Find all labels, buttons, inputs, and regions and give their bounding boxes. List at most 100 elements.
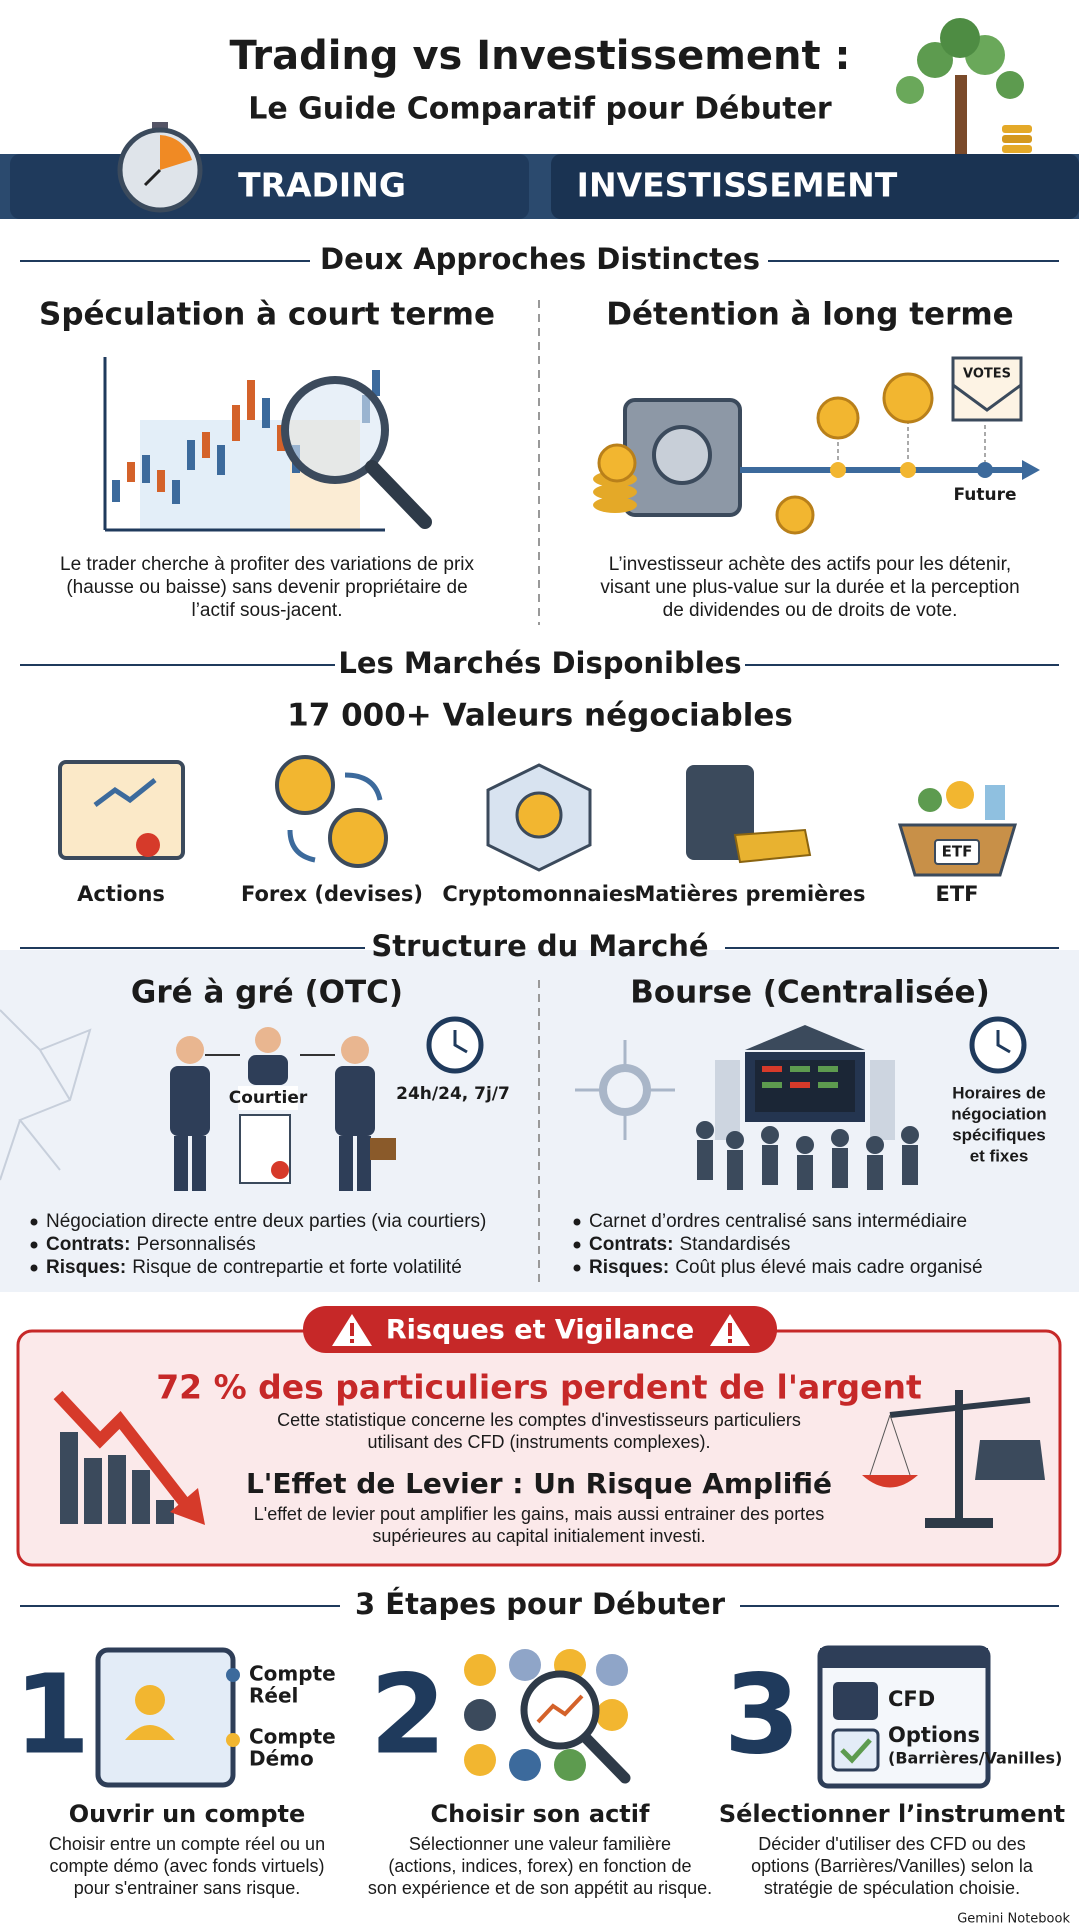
bullet: Contrats: Standardisés [589, 1234, 790, 1255]
instrument-option: (Barrières/Vanilles) [888, 1749, 1062, 1768]
tree-icon [896, 18, 1032, 155]
bullet-dot [573, 1241, 581, 1249]
bullet-label: Contrats: [46, 1234, 130, 1255]
exchange-hours: et fixes [970, 1146, 1029, 1165]
bullet: Risques: Risque de contrepartie et forte … [46, 1257, 462, 1278]
description: Le trader cherche à profiter des variati… [60, 554, 474, 575]
votes-label: VOTES [963, 367, 1011, 382]
broker-label: Courtier [229, 1088, 308, 1108]
market-label: Actions [77, 882, 165, 906]
bullet-text: Personnalisés [136, 1234, 255, 1255]
bullet-label: Risques: [589, 1257, 669, 1278]
description: l’actif sous-jacent. [191, 600, 342, 621]
bullet-dot [30, 1264, 38, 1272]
bullet-dot [573, 1218, 581, 1226]
description: visant une plus-value sur la durée et la… [600, 577, 1019, 598]
subtitle: Le Guide Comparatif pour Débuter [248, 92, 832, 127]
description: L’investisseur achète des actifs pour le… [609, 554, 1011, 575]
headline: 17 000+ Valeurs négociables [287, 698, 793, 734]
section-title: Structure du Marché [371, 929, 708, 963]
exchange-hours: Horaires de [952, 1083, 1046, 1102]
step-title: Choisir son actif [431, 1800, 650, 1828]
etf-icon-label: ETF [942, 843, 973, 861]
market-label: Cryptomonnaies [442, 882, 635, 906]
safe-illustration [593, 356, 1040, 535]
step-number: 2 [370, 1650, 447, 1778]
bullet-text: Coût plus élevé mais cadre organisé [675, 1257, 982, 1278]
bullet: Contrats: Personnalisés [46, 1234, 256, 1255]
risk-title: Risques et Vigilance [386, 1315, 694, 1346]
step-text: Sélectionner une valeur familière [409, 1834, 671, 1854]
bullet: Risques: Coût plus élevé mais cadre organ… [589, 1257, 983, 1278]
statistic-text: Cette statistique concerne les comptes d… [277, 1410, 801, 1430]
step-title: Sélectionner l’instrument [719, 1800, 1065, 1828]
account-option: Démo [249, 1747, 314, 1771]
market-label: ETF [935, 882, 978, 906]
risk-pill [303, 1306, 777, 1353]
statistic-text: utilisant des CFD (instruments complexes… [367, 1432, 710, 1452]
step-icons [95, 1645, 991, 1789]
instrument-option: Options [888, 1723, 980, 1747]
step-number: 3 [724, 1650, 801, 1778]
otc-illustration [0, 1009, 484, 1191]
bullet-text: Négociation directe entre deux parties (… [46, 1211, 486, 1232]
step-title: Ouvrir un compte [69, 1800, 306, 1828]
market-label: Forex (devises) [241, 882, 423, 906]
account-option: Compte [249, 1662, 336, 1686]
step-text: (actions, indices, forex) en fonction de [388, 1856, 691, 1876]
step-text: stratégie de spéculation choisie. [764, 1878, 1020, 1898]
description: (hausse ou baisse) sans devenir propriét… [66, 577, 467, 598]
investing-banner [551, 154, 1079, 219]
account-option: Compte [249, 1725, 336, 1749]
step-text: son expérience et de son appétit au risq… [368, 1878, 712, 1898]
stopwatch-icon [117, 122, 203, 213]
instrument-option: CFD [888, 1687, 935, 1711]
candlestick-illustration [103, 357, 432, 532]
section-title: Deux Approches Distinctes [320, 242, 760, 276]
bullet-dot [30, 1218, 38, 1226]
step-text: Décider d'utiliser des CFD ou des [758, 1834, 1026, 1854]
bullet: Négociation directe entre deux parties (… [46, 1211, 486, 1232]
bullet-label: Risques: [46, 1257, 126, 1278]
section-title: 3 Étapes pour Débuter [355, 1587, 726, 1621]
market-icons [58, 755, 1018, 877]
heading: Bourse (Centralisée) [630, 975, 990, 1011]
statistic: 72 % des particuliers perdent de l'argen… [156, 1368, 922, 1407]
bullet-label: Contrats: [589, 1234, 673, 1255]
heading: Gré à gré (OTC) [131, 975, 403, 1011]
warning-icons [332, 1314, 750, 1346]
step-text: options (Barrières/Vanilles) selon la [751, 1856, 1034, 1876]
scale-icon [862, 1390, 1045, 1528]
step-text: Choisir entre un compte réel ou un [49, 1834, 325, 1854]
heading: Spéculation à court terme [39, 297, 495, 333]
investing-label: INVESTISSEMENT [577, 166, 898, 205]
broker-label-bg [238, 1086, 298, 1110]
bullet-text: Standardisés [679, 1234, 790, 1255]
bullet-text: Carnet d’ordres centralisé sans interméd… [589, 1211, 967, 1232]
otc-hours: 24h/24, 7j/7 [396, 1084, 510, 1104]
exchange-hours: spécifiques [952, 1125, 1046, 1144]
leverage-text: L'effet de levier pout amplifier les gai… [254, 1504, 824, 1524]
section-title: Les Marchés Disponibles [338, 646, 741, 680]
step-text: pour s'entrainer sans risque. [74, 1878, 301, 1898]
step-number: 1 [14, 1650, 91, 1778]
bullet-text: Risque de contrepartie et forte volatili… [132, 1257, 462, 1278]
leverage-title: L'Effet de Levier : Un Risque Amplifié [246, 1467, 832, 1500]
heading: Détention à long terme [606, 297, 1013, 333]
future-label: Future [953, 485, 1016, 505]
leverage-text: supérieures au capital initialement inve… [372, 1526, 705, 1546]
exchange-illustration [575, 1016, 1027, 1190]
market-label: Matières premières [634, 882, 865, 906]
bullet-dot [30, 1241, 38, 1249]
account-option: Réel [249, 1684, 298, 1708]
description: de dividendes ou de droits de vote. [663, 600, 958, 621]
title: Trading vs Investissement : [229, 33, 850, 79]
bullet: Carnet d’ordres centralisé sans interméd… [589, 1211, 967, 1232]
falling-chart-icon [53, 1390, 205, 1525]
step-text: compte démo (avec fonds virtuels) [49, 1856, 324, 1876]
footer-brand: Gemini Notebook [957, 1912, 1070, 1927]
bullet-dot [573, 1264, 581, 1272]
